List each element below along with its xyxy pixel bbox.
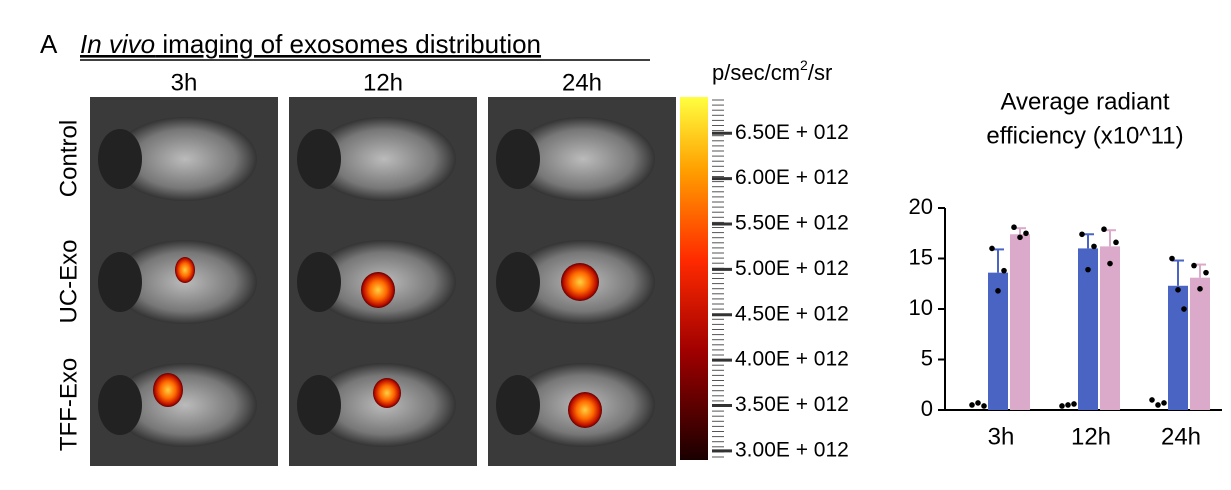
point (1071, 401, 1077, 407)
column-label: 3h (171, 69, 198, 96)
y-tick-label: 5 (921, 345, 933, 370)
y-tick-label: 10 (909, 295, 933, 320)
point (995, 288, 1001, 294)
point (1197, 286, 1203, 292)
chart-title: Average radiant (1000, 88, 1169, 115)
point (1017, 234, 1023, 241)
signal (568, 392, 602, 428)
point (1181, 306, 1187, 312)
image-grid: 3h 12h 24h Control UC-Exo TFF-Exo (55, 69, 676, 466)
colorbar-label: 4.00E + 012 (735, 348, 849, 371)
bar (1078, 248, 1098, 410)
colorbar-label: 3.50E + 012 (735, 393, 849, 416)
chart-title: efficiency (x10^11) (986, 122, 1183, 149)
mouse-head (496, 252, 540, 312)
title-rest: imaging of exosomes distribution (155, 29, 541, 59)
point (1113, 239, 1119, 246)
signal (373, 378, 401, 408)
unit-tail: /sr (808, 60, 832, 85)
point (975, 400, 981, 406)
row-label: TFF-Exo (55, 358, 82, 451)
column-label: 24h (562, 69, 602, 96)
signal (361, 272, 395, 308)
signal (561, 263, 599, 301)
mouse-head (297, 252, 341, 312)
mouse-head (98, 129, 142, 189)
unit-sup: 2 (800, 57, 808, 73)
point (1175, 287, 1181, 293)
panel-title: In vivo imaging of exosomes distribution (80, 29, 541, 59)
mouse-head (297, 129, 341, 189)
y-tick-label: 15 (909, 244, 933, 269)
point (989, 245, 995, 252)
mouse (113, 363, 257, 447)
colorbar (680, 97, 708, 460)
point (1149, 397, 1155, 403)
point (1155, 402, 1161, 408)
bar (1168, 285, 1188, 410)
bar-chart: Average radiant efficiency (x10^11) 0 5 10 15… (909, 88, 1222, 450)
y-tick-label: 0 (921, 396, 933, 421)
colorbar-label: 5.00E + 012 (735, 257, 849, 280)
x-tick-label: 3h (988, 423, 1015, 450)
colorbar-scale: 6.50E + 012 6.00E + 012 5.50E + 012 5.00E +… (712, 99, 849, 461)
point (1101, 226, 1107, 233)
point (1065, 402, 1071, 408)
x-tick-label: 12h (1071, 423, 1111, 450)
point (969, 402, 975, 408)
point (1161, 400, 1167, 406)
point (1085, 266, 1091, 273)
point (1023, 230, 1029, 237)
colorbar-label: 6.50E + 012 (735, 121, 849, 144)
column-label: 12h (363, 69, 403, 96)
point (1191, 262, 1197, 269)
point (1001, 267, 1007, 274)
row-label: Control (55, 120, 82, 197)
point (1203, 269, 1209, 276)
bar (1010, 234, 1030, 410)
x-tick-label: 24h (1161, 423, 1201, 450)
point (1169, 255, 1175, 262)
y-tick-label: 20 (909, 194, 933, 219)
mouse (312, 117, 456, 201)
colorbar-label: 3.00E + 012 (735, 438, 849, 461)
title-italic: In vivo (80, 29, 155, 59)
bar (1100, 246, 1120, 410)
mouse (511, 117, 655, 201)
point (1091, 243, 1097, 250)
colorbar-label: 4.50E + 012 (735, 302, 849, 325)
point (1011, 224, 1017, 231)
unit: p/sec/cm (712, 60, 800, 85)
signal (153, 373, 183, 407)
mouse-head (297, 375, 341, 435)
colorbar-unit: p/sec/cm2/sr (712, 57, 832, 85)
row-label: UC-Exo (55, 239, 82, 323)
mouse-head (496, 129, 540, 189)
colorbar-label: 5.50E + 012 (735, 212, 849, 235)
mouse-head (98, 252, 142, 312)
mouse-head (496, 375, 540, 435)
point (981, 403, 987, 409)
panel-label: A (40, 29, 58, 59)
colorbar-label: 6.00E + 012 (735, 166, 849, 189)
bar (1190, 277, 1210, 410)
mouse-head (98, 375, 142, 435)
mouse (113, 117, 257, 201)
point (1107, 260, 1113, 267)
point (1079, 231, 1085, 238)
bar (988, 272, 1008, 410)
signal (175, 257, 195, 283)
point (1059, 403, 1065, 409)
